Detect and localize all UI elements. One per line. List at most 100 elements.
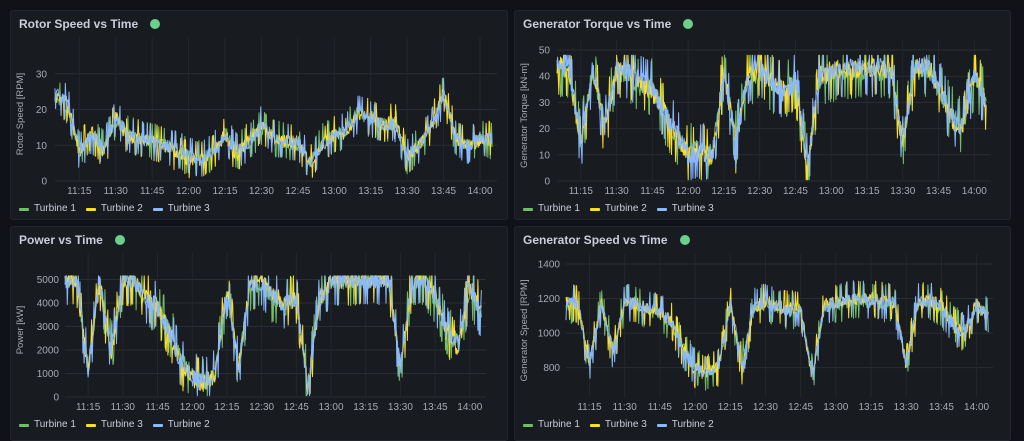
x-tick-label: 12:00 bbox=[683, 402, 708, 413]
x-tick-label: 12:15 bbox=[212, 186, 237, 197]
x-tick-label: 13:15 bbox=[854, 186, 879, 197]
x-tick-label: 11:45 bbox=[145, 402, 170, 413]
x-tick-label: 12:00 bbox=[176, 186, 201, 197]
series-line-turbine-3[interactable] bbox=[556, 54, 987, 181]
x-tick-label: 13:30 bbox=[894, 402, 919, 413]
x-tick-label: 14:00 bbox=[964, 402, 989, 413]
y-tick-label: 50 bbox=[539, 46, 551, 57]
x-tick-label: 11:30 bbox=[613, 402, 638, 413]
x-tick-label: 12:45 bbox=[783, 186, 808, 197]
panel-generator-torque: Generator Torque vs Time 0 10 20 30 40 50 11:1… bbox=[514, 10, 1011, 220]
y-tick-label: 800 bbox=[543, 363, 560, 374]
x-tick-label: 14:00 bbox=[457, 402, 482, 413]
chart-plot: 0 1000 2000 3000 4000 5000 11:15 11:30 11:45 12:0… bbox=[15, 253, 486, 413]
chart-legend: Turbine 1 Turbine 2 Turbine 3 bbox=[19, 203, 210, 215]
x-tick-label: 13:45 bbox=[423, 402, 448, 413]
legend-swatch-icon bbox=[19, 207, 29, 211]
panel-title-text: Rotor Speed vs Time bbox=[19, 17, 139, 31]
y-tick-label: 0 bbox=[53, 393, 59, 404]
legend-item[interactable]: Turbine 2 bbox=[85, 203, 143, 215]
legend-swatch-icon bbox=[85, 207, 96, 211]
y-axis-title: Power [kW] bbox=[15, 306, 26, 355]
y-tick-label: 0 bbox=[544, 177, 550, 188]
y-tick-label: 30 bbox=[539, 98, 551, 109]
legend-label: Turbine 3 bbox=[671, 203, 714, 214]
legend-label: Turbine 1 bbox=[538, 419, 580, 430]
legend-swatch-icon bbox=[19, 423, 29, 427]
series-line-turbine-2[interactable] bbox=[64, 275, 482, 397]
legend-item[interactable]: Turbine 3 bbox=[85, 419, 143, 431]
y-tick-label: 1200 bbox=[538, 294, 561, 305]
x-tick-label: 11:15 bbox=[76, 402, 101, 413]
x-tick-label: 12:15 bbox=[711, 186, 736, 197]
x-tick-label: 12:45 bbox=[284, 402, 309, 413]
legend-label: Turbine 3 bbox=[100, 419, 143, 430]
legend-swatch-icon bbox=[85, 423, 96, 427]
legend-item[interactable]: Turbine 1 bbox=[523, 203, 580, 215]
x-tick-label: 13:30 bbox=[395, 186, 420, 197]
legend-label: Turbine 2 bbox=[167, 419, 210, 430]
legend-item[interactable]: Turbine 3 bbox=[656, 203, 714, 215]
panel-rotor-speed: Rotor Speed vs Time 0 10 20 30 11:15 11:30 11:… bbox=[10, 10, 508, 220]
legend-item[interactable]: Turbine 1 bbox=[523, 419, 580, 431]
x-tick-label: 11:15 bbox=[577, 402, 602, 413]
legend-item[interactable]: Turbine 1 bbox=[19, 419, 76, 431]
x-tick-label: 12:30 bbox=[249, 186, 274, 197]
legend-item[interactable]: Turbine 2 bbox=[589, 203, 647, 215]
x-tick-label: 13:15 bbox=[353, 402, 378, 413]
x-tick-label: 13:00 bbox=[322, 186, 347, 197]
y-tick-label: 10 bbox=[539, 150, 551, 161]
panel-title[interactable]: Generator Torque vs Time bbox=[523, 17, 694, 31]
x-tick-label: 14:00 bbox=[962, 186, 987, 197]
legend-label: Turbine 3 bbox=[604, 419, 647, 430]
chart-plot: 0 10 20 30 11:15 11:30 11:45 12:00 12:15 12:30 12:… bbox=[15, 37, 497, 197]
y-tick-label: 20 bbox=[36, 105, 48, 116]
y-tick-label: 1000 bbox=[37, 369, 60, 380]
legend-item[interactable]: Turbine 1 bbox=[19, 203, 76, 215]
panel-power: Power vs Time 0 1000 2000 3000 4000 5000 11:15… bbox=[10, 226, 508, 441]
y-tick-label: 0 bbox=[41, 177, 47, 188]
legend-item[interactable]: Turbine 2 bbox=[656, 419, 714, 431]
x-tick-label: 12:00 bbox=[676, 186, 701, 197]
panel-title-text: Generator Torque vs Time bbox=[523, 17, 672, 31]
status-ok-icon bbox=[114, 235, 125, 245]
legend-label: Turbine 1 bbox=[538, 203, 580, 214]
x-tick-label: 13:00 bbox=[819, 186, 844, 197]
legend-item[interactable]: Turbine 3 bbox=[152, 203, 210, 215]
legend-item[interactable]: Turbine 2 bbox=[152, 419, 210, 431]
chart-plot: 800 1000 1200 1400 11:15 11:30 11:45 12:00 12:15… bbox=[519, 254, 993, 413]
chart-legend: Turbine 1 Turbine 3 Turbine 2 bbox=[19, 419, 210, 431]
legend-swatch-icon bbox=[152, 207, 163, 211]
x-tick-label: 11:15 bbox=[569, 186, 594, 197]
panel-title-text: Power vs Time bbox=[19, 233, 103, 247]
legend-label: Turbine 1 bbox=[34, 419, 76, 430]
y-tick-label: 3000 bbox=[37, 322, 60, 333]
y-tick-label: 20 bbox=[539, 124, 551, 135]
panel-title[interactable]: Rotor Speed vs Time bbox=[19, 17, 161, 31]
panel-title[interactable]: Generator Speed vs Time bbox=[523, 233, 690, 247]
legend-item[interactable]: Turbine 3 bbox=[589, 419, 647, 431]
y-tick-label: 40 bbox=[539, 72, 551, 83]
series-line-turbine-3[interactable] bbox=[54, 77, 493, 177]
status-ok-icon bbox=[683, 19, 694, 29]
legend-label: Turbine 1 bbox=[34, 203, 76, 214]
x-tick-label: 13:00 bbox=[319, 402, 344, 413]
x-tick-label: 13:45 bbox=[431, 186, 456, 197]
x-tick-label: 12:45 bbox=[285, 186, 310, 197]
legend-swatch-icon bbox=[589, 207, 600, 211]
legend-swatch-icon bbox=[523, 207, 533, 211]
legend-label: Turbine 2 bbox=[604, 203, 647, 214]
x-tick-label: 13:30 bbox=[388, 402, 413, 413]
x-tick-label: 13:15 bbox=[858, 402, 883, 413]
x-tick-label: 12:30 bbox=[753, 402, 778, 413]
y-tick-label: 4000 bbox=[37, 298, 60, 309]
x-tick-label: 11:30 bbox=[111, 402, 136, 413]
panel-generator-speed: Generator Speed vs Time 800 1000 1200 1400 1… bbox=[514, 226, 1011, 441]
panel-title[interactable]: Power vs Time bbox=[19, 233, 125, 247]
x-tick-label: 11:15 bbox=[67, 186, 92, 197]
legend-swatch-icon bbox=[589, 423, 600, 427]
legend-swatch-icon bbox=[656, 207, 667, 211]
series-line-turbine-2[interactable] bbox=[565, 280, 989, 384]
x-tick-label: 12:30 bbox=[747, 186, 772, 197]
status-ok-icon bbox=[150, 19, 161, 29]
